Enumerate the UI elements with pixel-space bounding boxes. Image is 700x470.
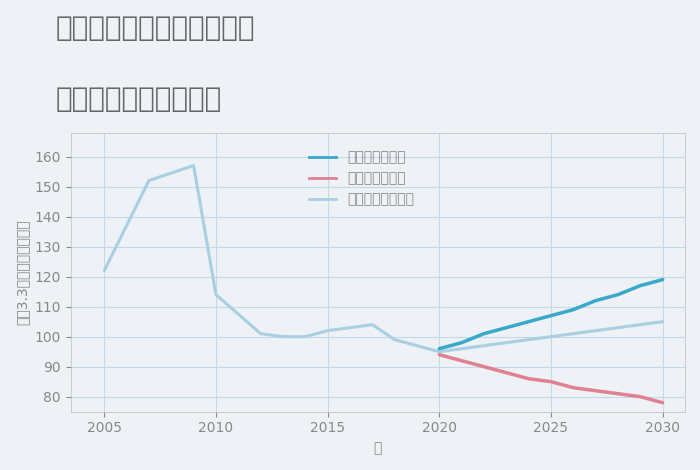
グッドシナリオ [457,340,466,345]
ノーマルシナリオ [547,334,555,339]
グッドシナリオ [480,331,488,337]
バッドシナリオ [569,385,577,391]
グッドシナリオ [502,325,510,330]
グッドシナリオ [524,319,533,324]
ノーマルシナリオ [524,337,533,343]
バッドシナリオ [435,352,444,358]
ノーマルシナリオ [100,268,108,274]
ノーマルシナリオ [614,325,622,330]
グッドシナリオ [569,307,577,313]
ノーマルシナリオ [457,346,466,352]
ノーマルシナリオ [212,292,220,298]
グッドシナリオ [547,313,555,319]
グッドシナリオ [435,346,444,352]
X-axis label: 年: 年 [374,441,382,455]
グッドシナリオ [659,277,667,282]
バッドシナリオ [592,388,600,393]
Line: ノーマルシナリオ: ノーマルシナリオ [104,165,663,352]
バッドシナリオ [480,364,488,369]
バッドシナリオ [502,370,510,376]
ノーマルシナリオ [391,337,399,343]
バッドシナリオ [457,358,466,363]
ノーマルシナリオ [435,349,444,354]
バッドシナリオ [614,391,622,397]
Line: グッドシナリオ: グッドシナリオ [440,280,663,349]
バッドシナリオ [636,394,645,399]
ノーマルシナリオ [301,334,309,339]
ノーマルシナリオ [659,319,667,324]
ノーマルシナリオ [256,331,265,337]
Text: 中古戸建ての価格推移: 中古戸建ての価格推移 [56,85,223,113]
グッドシナリオ [592,298,600,304]
バッドシナリオ [659,400,667,406]
グッドシナリオ [636,283,645,289]
バッドシナリオ [547,379,555,384]
ノーマルシナリオ [569,331,577,337]
ノーマルシナリオ [368,322,377,328]
バッドシナリオ [524,376,533,382]
ノーマルシナリオ [592,328,600,334]
ノーマルシナリオ [636,322,645,328]
グッドシナリオ [614,292,622,298]
Line: バッドシナリオ: バッドシナリオ [440,355,663,403]
Text: 兵庫県美方郡新温泉町湯の: 兵庫県美方郡新温泉町湯の [56,14,255,42]
ノーマルシナリオ [190,163,198,168]
ノーマルシナリオ [323,328,332,334]
Legend: グッドシナリオ, バッドシナリオ, ノーマルシナリオ: グッドシナリオ, バッドシナリオ, ノーマルシナリオ [303,145,420,212]
ノーマルシナリオ [145,178,153,183]
ノーマルシナリオ [502,340,510,345]
ノーマルシナリオ [480,343,488,348]
ノーマルシナリオ [279,334,287,339]
Y-axis label: 坪（3.3㎡）単価（万円）: 坪（3.3㎡）単価（万円） [15,219,29,325]
